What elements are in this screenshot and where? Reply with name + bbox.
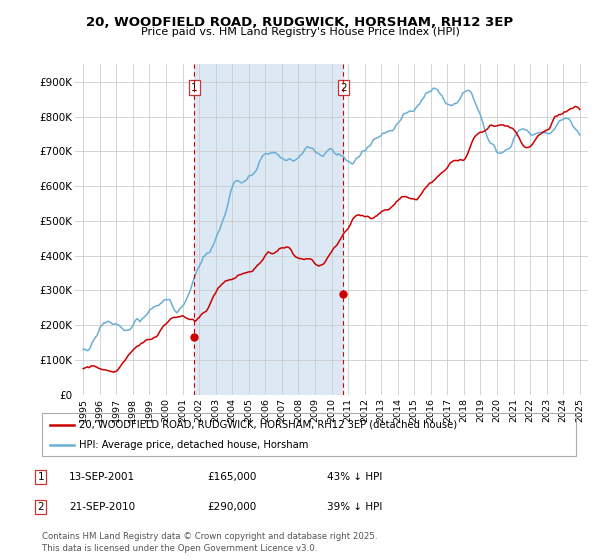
Text: 1: 1 [37,472,44,482]
Text: £290,000: £290,000 [207,502,256,512]
Text: 20, WOODFIELD ROAD, RUDGWICK, HORSHAM, RH12 3EP (detached house): 20, WOODFIELD ROAD, RUDGWICK, HORSHAM, R… [79,419,458,430]
Text: 39% ↓ HPI: 39% ↓ HPI [327,502,382,512]
Text: Price paid vs. HM Land Registry's House Price Index (HPI): Price paid vs. HM Land Registry's House … [140,27,460,37]
Text: 13-SEP-2001: 13-SEP-2001 [69,472,135,482]
Text: HPI: Average price, detached house, Horsham: HPI: Average price, detached house, Hors… [79,440,309,450]
Text: £165,000: £165,000 [207,472,256,482]
Text: 20, WOODFIELD ROAD, RUDGWICK, HORSHAM, RH12 3EP: 20, WOODFIELD ROAD, RUDGWICK, HORSHAM, R… [86,16,514,29]
Text: 21-SEP-2010: 21-SEP-2010 [69,502,135,512]
Text: 2: 2 [340,82,347,92]
Text: 2: 2 [37,502,44,512]
Text: Contains HM Land Registry data © Crown copyright and database right 2025.
This d: Contains HM Land Registry data © Crown c… [42,533,377,553]
Text: 43% ↓ HPI: 43% ↓ HPI [327,472,382,482]
Text: 1: 1 [191,82,197,92]
Bar [194,64,343,395]
